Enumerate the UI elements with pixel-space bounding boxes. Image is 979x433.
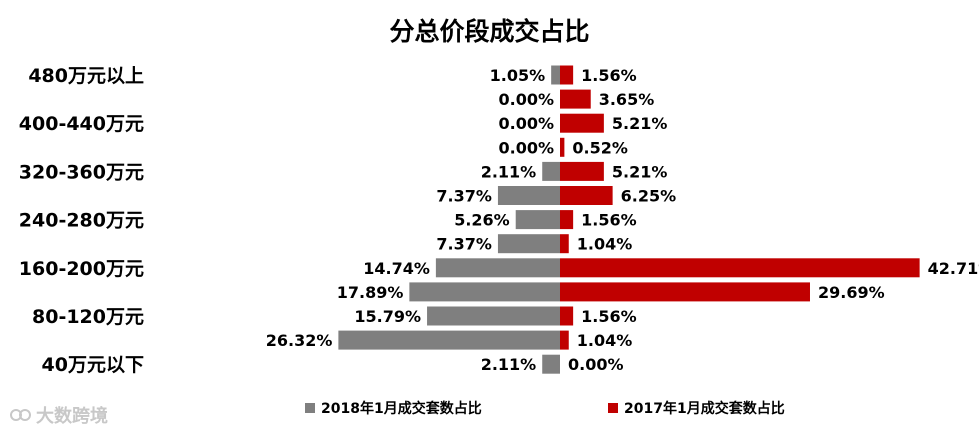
data-label-2018-9: 17.89% (337, 283, 404, 302)
legend-swatch-2017 (608, 403, 618, 413)
data-label-2018-3: 0.00% (498, 138, 554, 157)
data-label-2018-7: 7.37% (436, 235, 492, 254)
bar-2017-6 (560, 210, 574, 230)
data-label-2017-11: 1.04% (577, 331, 633, 350)
data-label-2017-6: 1.56% (581, 211, 637, 230)
legend-label-2018: 2018年1月成交套数占比 (321, 401, 482, 417)
data-label-2018-6: 5.26% (454, 211, 510, 230)
legend-item-2018: 2018年1月成交套数占比 (305, 398, 482, 418)
bar-2017-8 (560, 258, 920, 278)
data-label-2018-10: 15.79% (354, 307, 421, 326)
bar-2017-10 (560, 306, 574, 326)
bar-2017-7 (560, 234, 569, 254)
bar-2018-0 (551, 65, 560, 85)
data-label-2017-0: 1.56% (581, 66, 637, 85)
category-label-5: 80-120万元 (32, 306, 144, 328)
data-label-2017-7: 1.04% (577, 235, 633, 254)
data-label-2018-8: 14.74% (363, 259, 430, 278)
data-label-2017-2: 5.21% (612, 114, 668, 133)
legend-label-2017: 2017年1月成交套数占比 (624, 401, 785, 417)
watermark-logo-icon (10, 409, 31, 421)
bar-2017-4 (560, 161, 604, 181)
bar-2018-4 (542, 161, 560, 181)
category-label-2: 320-360万元 (19, 161, 144, 183)
chart-title: 分总价段成交占比 (389, 17, 590, 46)
bar-2018-9 (409, 282, 560, 302)
category-label-0: 480万元以上 (28, 65, 144, 87)
data-label-2017-4: 5.21% (612, 162, 668, 181)
data-label-2018-0: 1.05% (490, 66, 546, 85)
data-label-2017-5: 6.25% (621, 187, 677, 206)
bar-2018-5 (497, 186, 560, 205)
data-label-2017-8: 42.71% (928, 259, 979, 278)
data-label-2017-10: 1.56% (581, 307, 637, 326)
category-label-6: 40万元以下 (42, 354, 144, 376)
bar-2018-12 (542, 354, 560, 374)
legend: 2018年1月成交套数占比 2017年1月成交套数占比 (0, 398, 979, 418)
data-label-2018-1: 0.00% (498, 90, 554, 109)
bar-2018-7 (497, 234, 560, 254)
legend-swatch-2018 (305, 403, 315, 413)
data-label-2017-12: 0.00% (568, 355, 624, 374)
watermark: 大数跨境 (10, 402, 108, 428)
data-label-2017-9: 29.69% (818, 283, 885, 302)
category-label-4: 160-200万元 (19, 258, 144, 280)
data-label-2018-11: 26.32% (266, 331, 333, 350)
legend-item-2017: 2017年1月成交套数占比 (608, 398, 785, 418)
bar-2018-10 (427, 306, 560, 326)
bar-2017-3 (560, 137, 565, 157)
watermark-text: 大数跨境 (36, 406, 108, 427)
bar-2017-2 (560, 113, 604, 133)
data-label-2018-12: 2.11% (481, 355, 537, 374)
category-label-3: 240-280万元 (19, 210, 144, 232)
bar-2017-0 (560, 65, 574, 85)
category-label-1: 400-440万元 (19, 113, 144, 135)
data-label-2018-5: 7.37% (436, 187, 492, 206)
bar-2017-9 (560, 282, 810, 302)
bar-2017-11 (560, 330, 569, 350)
bar-2018-11 (338, 330, 560, 350)
bar-2018-6 (515, 210, 560, 230)
data-label-2018-4: 2.11% (481, 162, 537, 181)
bar-2018-8 (435, 258, 560, 278)
data-label-2017-1: 3.65% (599, 90, 655, 109)
data-label-2018-2: 0.00% (498, 114, 554, 133)
bar-2017-1 (560, 89, 591, 109)
data-label-2017-3: 0.52% (572, 138, 628, 157)
bar-2017-5 (560, 186, 613, 205)
